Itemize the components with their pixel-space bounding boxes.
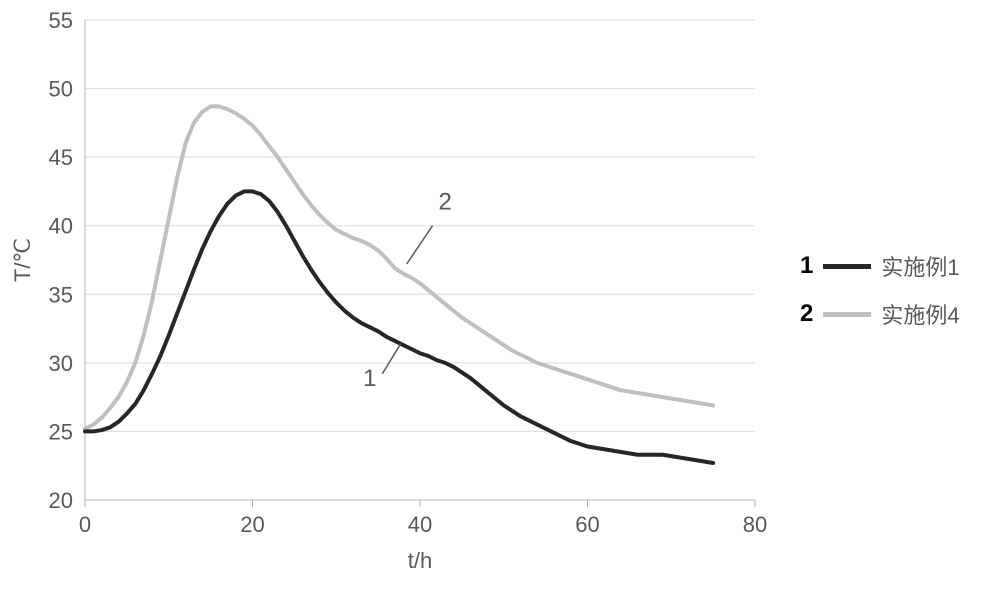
x-tick-label: 20	[240, 512, 264, 537]
x-tick-label: 0	[79, 512, 91, 537]
x-tick-label: 60	[575, 512, 599, 537]
x-axis-title: t/h	[408, 548, 432, 573]
legend-label: 实施例1	[881, 250, 959, 282]
y-tick-label: 30	[49, 351, 73, 376]
y-tick-label: 50	[49, 77, 73, 102]
chart-container: 202530354045505502040608012t/hT/℃ 1实施例12…	[0, 0, 1000, 595]
x-tick-label: 40	[408, 512, 432, 537]
legend-swatch	[823, 312, 871, 317]
x-tick-label: 80	[743, 512, 767, 537]
series-s1	[85, 191, 713, 463]
y-tick-label: 55	[49, 8, 73, 33]
y-axis-title: T/℃	[10, 238, 35, 282]
annotation-leader	[382, 344, 400, 374]
y-tick-label: 45	[49, 145, 73, 170]
legend-num: 2	[800, 300, 813, 328]
legend-swatch	[823, 264, 871, 269]
legend-item: 1 实施例1	[800, 250, 960, 282]
y-tick-label: 20	[49, 488, 73, 513]
annotation-label: 1	[363, 365, 376, 392]
annotation-label: 2	[438, 188, 451, 215]
legend-num: 1	[800, 252, 813, 280]
annotation-leader	[407, 226, 433, 264]
y-tick-label: 40	[49, 214, 73, 239]
legend: 1 实施例1 2 实施例4	[800, 250, 960, 346]
y-tick-label: 35	[49, 282, 73, 307]
legend-label: 实施例4	[881, 298, 959, 330]
legend-item: 2 实施例4	[800, 298, 960, 330]
y-tick-label: 25	[49, 419, 73, 444]
series-s2	[85, 106, 713, 428]
